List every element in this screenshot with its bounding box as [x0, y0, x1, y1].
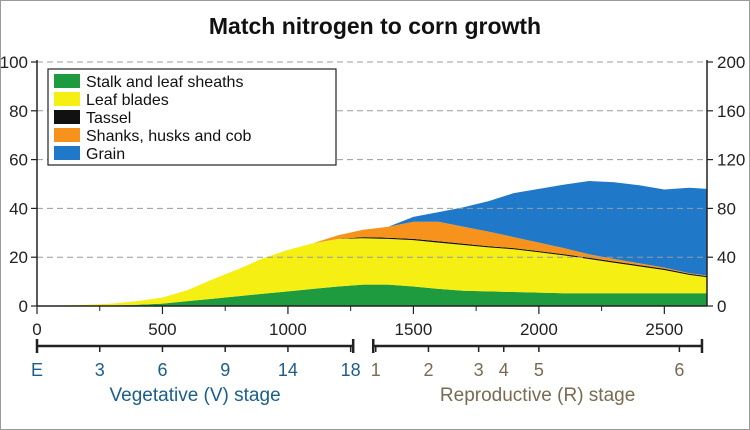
- stage-label: 4: [499, 360, 509, 380]
- right-tick-label: 200: [717, 53, 745, 72]
- legend-label: Tassel: [86, 110, 131, 127]
- left-tick-label: 20: [9, 248, 28, 267]
- stage-label: 18: [341, 360, 361, 380]
- legend-box: [47, 68, 337, 166]
- stage-label: 3: [474, 360, 484, 380]
- stage-label: 6: [674, 360, 684, 380]
- stage-label: E: [31, 360, 43, 380]
- x-tick-label: 0: [32, 320, 41, 339]
- left-tick-label: 100: [0, 53, 28, 72]
- legend-swatch: [54, 110, 80, 124]
- x-tick-label: 1000: [269, 320, 307, 339]
- legend-swatch: [54, 92, 80, 106]
- left-tick-label: 40: [9, 199, 28, 218]
- series-area-grain: [37, 181, 707, 306]
- stage-label: 3: [95, 360, 105, 380]
- stage-label: 14: [278, 360, 298, 380]
- left-tick-label: 0: [19, 297, 28, 316]
- x-tick-label: 2000: [520, 320, 558, 339]
- series-area-shanks-husks-and-cob: [37, 221, 707, 306]
- series-area-leaf-blades: [37, 238, 707, 306]
- right-tick-label: 80: [717, 199, 736, 218]
- left-tick-label: 80: [9, 102, 28, 121]
- x-tick-label: 500: [148, 320, 176, 339]
- legend-label: Shanks, husks and cob: [86, 128, 252, 145]
- legend-label: Grain: [86, 146, 125, 163]
- series-area-stalk-and-leaf-sheaths: [37, 284, 707, 306]
- x-tick-label: 1500: [394, 320, 432, 339]
- stage-label: 1: [371, 360, 381, 380]
- stage-name: Reproductive (R) stage: [440, 385, 635, 406]
- stage-label: 9: [220, 360, 230, 380]
- legend-swatch: [54, 74, 80, 88]
- legend-label: Leaf blades: [86, 92, 169, 109]
- stage-name: Vegetative (V) stage: [110, 385, 281, 406]
- right-tick-label: 40: [717, 248, 736, 267]
- legend-swatch: [54, 146, 80, 160]
- chart-title: Match nitrogen to corn growth: [208, 13, 542, 39]
- right-tick-label: 160: [717, 102, 745, 121]
- legend-swatch: [54, 128, 80, 142]
- stage-label: 6: [157, 360, 167, 380]
- right-tick-label: 120: [717, 151, 745, 170]
- stage-label: 5: [534, 360, 544, 380]
- x-tick-label: 2500: [645, 320, 683, 339]
- legend-label: Stalk and leaf sheaths: [86, 74, 243, 91]
- right-tick-label: 0: [717, 297, 726, 316]
- stage-label: 2: [423, 360, 433, 380]
- left-tick-label: 60: [9, 151, 28, 170]
